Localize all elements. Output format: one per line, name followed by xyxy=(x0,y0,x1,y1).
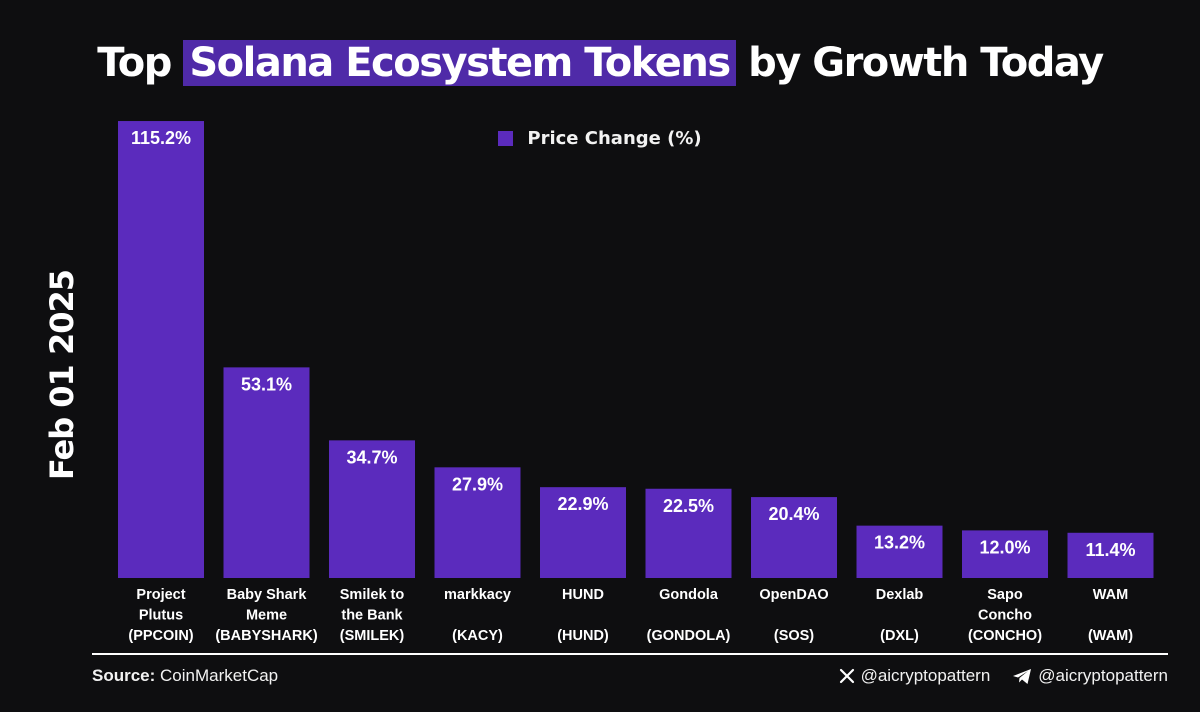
category-label-2-line-1: the Bank xyxy=(341,608,403,624)
bar-2 xyxy=(329,440,415,578)
social-handles: @aicryptopattern @aicryptopattern xyxy=(817,666,1168,686)
title-highlight: Solana Ecosystem Tokens xyxy=(183,40,736,86)
category-label-6-line-2: (SOS) xyxy=(774,628,814,644)
bar-0 xyxy=(118,121,204,578)
category-label-3-line-0: markkacy xyxy=(444,587,511,603)
source-credit: Source: CoinMarketCap xyxy=(92,666,278,686)
x-handle: @aicryptopattern xyxy=(860,666,991,685)
bar-6 xyxy=(751,497,837,578)
category-label-0-line-1: Plutus xyxy=(139,608,183,624)
bar-1 xyxy=(223,367,310,578)
category-label-1-line-1: Meme xyxy=(246,608,287,624)
source-label: Source: xyxy=(92,666,156,685)
category-label-7-line-2: (DXL) xyxy=(880,628,919,644)
x-logo-icon xyxy=(839,668,854,684)
bar-value-label-9: 11.4% xyxy=(1085,540,1135,560)
title-suffix: by Growth Today xyxy=(748,40,1104,86)
telegram-handle-link[interactable]: @aicryptopattern xyxy=(1012,666,1168,686)
x-handle-link[interactable]: @aicryptopattern xyxy=(839,666,991,686)
bar-7 xyxy=(856,525,943,578)
footer-divider xyxy=(92,653,1168,655)
category-label-0-line-2: (PPCOIN) xyxy=(128,628,193,644)
category-label-6-line-0: OpenDAO xyxy=(759,587,828,603)
bar-value-label-3: 27.9% xyxy=(452,474,503,494)
category-label-8-line-2: (CONCHO) xyxy=(968,628,1042,644)
category-label-9-line-0: WAM xyxy=(1093,587,1128,603)
bar-4 xyxy=(540,487,626,578)
category-label-0-line-0: Project xyxy=(136,587,185,603)
legend-label: Price Change (%) xyxy=(527,128,702,149)
category-label-1-line-0: Baby Shark xyxy=(227,587,308,603)
chart-title: Top Solana Ecosystem Tokens by Growth To… xyxy=(0,40,1200,86)
category-label-2-line-0: Smilek to xyxy=(340,587,405,603)
category-label-9-line-2: (WAM) xyxy=(1088,628,1133,644)
bar-value-label-8: 12.0% xyxy=(979,537,1030,557)
bar-value-label-7: 13.2% xyxy=(874,533,925,553)
bar-value-label-2: 34.7% xyxy=(346,447,397,467)
category-label-7-line-0: Dexlab xyxy=(876,587,924,603)
bar-8 xyxy=(962,530,1048,578)
bar-value-label-5: 22.5% xyxy=(663,496,714,516)
category-label-5-line-0: Gondola xyxy=(659,587,719,603)
chart-legend: Price Change (%) xyxy=(0,128,1200,149)
category-label-8-line-0: Sapo xyxy=(987,587,1023,603)
telegram-handle: @aicryptopattern xyxy=(1038,666,1168,685)
category-label-2-line-2: (SMILEK) xyxy=(340,628,405,644)
legend-swatch xyxy=(498,131,514,146)
category-label-3-line-2: (KACY) xyxy=(452,628,503,644)
bar-value-label-6: 20.4% xyxy=(768,504,819,524)
bar-value-label-4: 22.9% xyxy=(557,494,608,514)
category-label-8-line-1: Concho xyxy=(978,608,1032,624)
category-label-1-line-2: (BABYSHARK) xyxy=(215,628,317,644)
title-prefix: Top xyxy=(97,40,172,86)
category-label-4-line-2: (HUND) xyxy=(557,628,609,644)
source-value: CoinMarketCap xyxy=(160,666,279,685)
telegram-icon xyxy=(1013,668,1032,684)
bar-3 xyxy=(434,467,521,578)
bar-9 xyxy=(1067,532,1154,578)
bar-5 xyxy=(645,488,732,578)
category-label-4-line-0: HUND xyxy=(562,587,604,603)
bar-value-label-1: 53.1% xyxy=(241,374,292,394)
bar-value-label-0: 115.2% xyxy=(131,128,191,148)
category-label-5-line-2: (GONDOLA) xyxy=(647,628,731,644)
